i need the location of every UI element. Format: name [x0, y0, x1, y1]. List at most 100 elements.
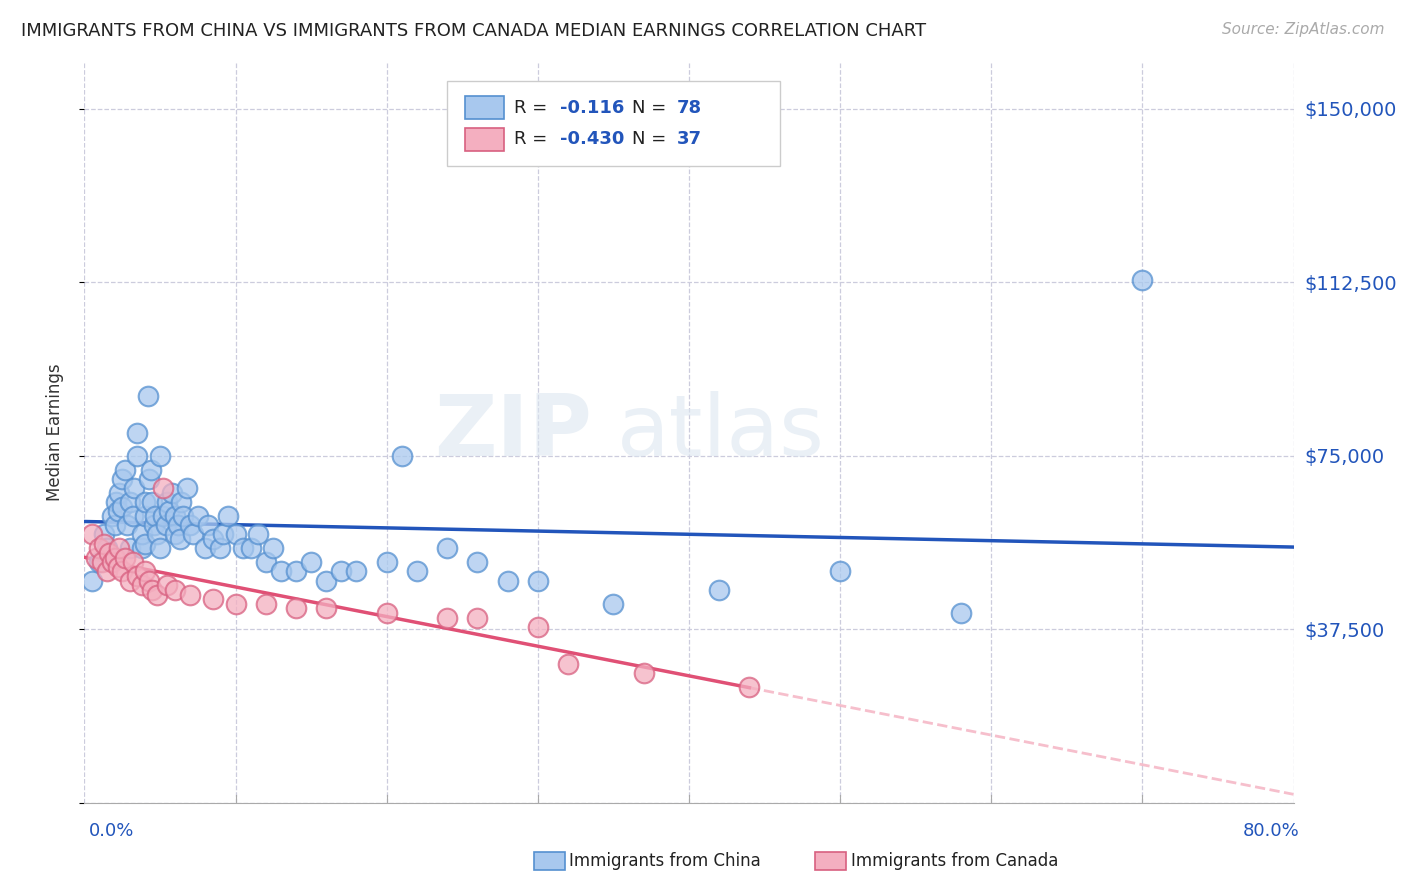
Point [142, 518, 165, 533]
Point [136, 388, 159, 402]
Point [80, 574, 103, 588]
Point [391, 449, 413, 463]
Point [738, 680, 761, 694]
Point [115, 518, 138, 533]
Point [375, 606, 398, 620]
Point [127, 569, 149, 583]
Text: 80.0%: 80.0% [1243, 822, 1299, 840]
Point [436, 610, 458, 624]
Point [131, 578, 153, 592]
Text: 37: 37 [676, 130, 702, 148]
Point [138, 574, 160, 588]
Text: 78: 78 [676, 99, 702, 117]
Point [131, 541, 153, 556]
FancyBboxPatch shape [447, 81, 780, 166]
Point [108, 541, 131, 556]
Point [225, 597, 247, 611]
Point [134, 565, 156, 579]
Point [122, 481, 145, 495]
Point [165, 527, 187, 541]
Point [950, 606, 973, 620]
Point [201, 532, 224, 546]
Point [1130, 273, 1153, 287]
Point [155, 518, 177, 533]
Point [107, 559, 129, 574]
Point [160, 485, 183, 500]
Point [557, 657, 579, 671]
Point [247, 527, 270, 541]
Text: atlas: atlas [616, 391, 824, 475]
Text: -0.116: -0.116 [560, 99, 624, 117]
Point [100, 508, 122, 523]
Text: Source: ZipAtlas.com: Source: ZipAtlas.com [1222, 22, 1385, 37]
Point [194, 541, 217, 556]
Point [197, 518, 219, 533]
Point [127, 425, 149, 440]
Point [80, 527, 103, 541]
Text: N =: N = [633, 99, 672, 117]
Point [467, 555, 489, 569]
Point [89, 555, 111, 569]
Point [170, 495, 193, 509]
Point [86, 550, 108, 565]
Point [108, 485, 131, 500]
Point [212, 527, 235, 541]
Point [179, 518, 201, 533]
Point [217, 508, 239, 523]
Point [118, 541, 141, 556]
Point [121, 555, 143, 569]
Point [156, 578, 179, 592]
Point [181, 527, 204, 541]
Y-axis label: Median Earnings: Median Earnings [45, 364, 63, 501]
Point [315, 574, 337, 588]
Point [262, 541, 284, 556]
Point [93, 536, 115, 550]
FancyBboxPatch shape [465, 95, 503, 120]
Point [141, 582, 163, 597]
Point [146, 527, 169, 541]
Point [91, 555, 114, 569]
Point [121, 508, 143, 523]
Point [270, 565, 292, 579]
Point [285, 565, 308, 579]
Point [527, 620, 550, 634]
Point [134, 536, 156, 550]
Text: Immigrants from China: Immigrants from China [569, 852, 761, 870]
Point [406, 565, 429, 579]
Point [107, 504, 129, 518]
Point [232, 541, 254, 556]
Point [156, 495, 179, 509]
Point [104, 550, 127, 565]
Point [496, 574, 519, 588]
Point [96, 565, 118, 579]
Point [225, 527, 247, 541]
Point [209, 541, 232, 556]
Point [149, 541, 172, 556]
Point [118, 574, 141, 588]
Text: R =: R = [513, 130, 553, 148]
Text: -0.430: -0.430 [560, 130, 624, 148]
Point [165, 508, 187, 523]
Text: N =: N = [633, 130, 672, 148]
Point [285, 601, 308, 615]
Point [111, 565, 134, 579]
Point [96, 541, 118, 556]
Point [167, 518, 190, 533]
Point [201, 592, 224, 607]
Point [176, 481, 198, 495]
Text: IMMIGRANTS FROM CHINA VS IMMIGRANTS FROM CANADA MEDIAN EARNINGS CORRELATION CHAR: IMMIGRANTS FROM CHINA VS IMMIGRANTS FROM… [21, 22, 927, 40]
Point [709, 582, 731, 597]
Point [157, 504, 180, 518]
Text: ZIP: ZIP [434, 391, 592, 475]
Point [315, 601, 337, 615]
Point [93, 527, 115, 541]
Point [187, 508, 209, 523]
Point [169, 532, 191, 546]
Point [830, 565, 852, 579]
Point [172, 508, 194, 523]
Point [104, 518, 127, 533]
Point [299, 555, 322, 569]
Point [152, 481, 174, 495]
Point [346, 565, 368, 579]
Point [118, 495, 141, 509]
